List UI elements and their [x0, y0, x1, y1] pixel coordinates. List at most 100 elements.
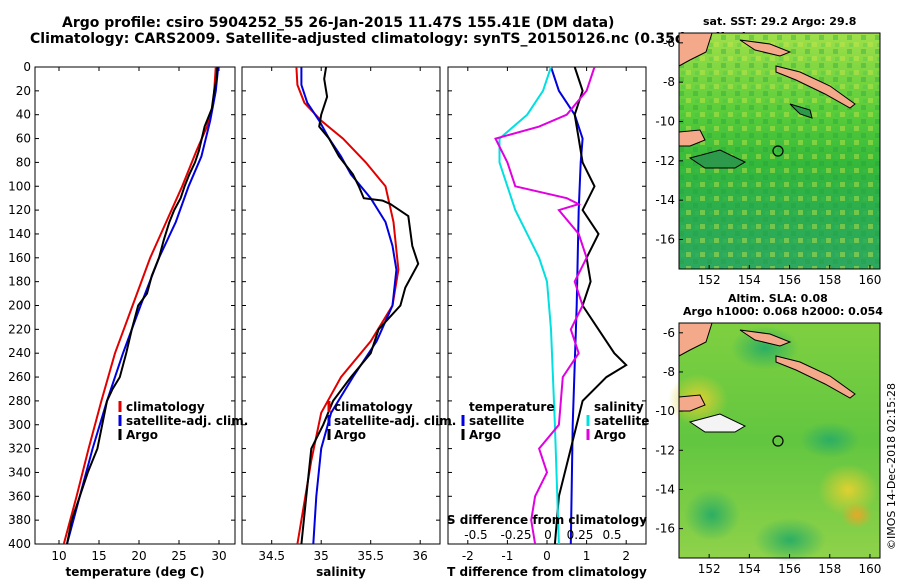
sla-anomaly: [684, 489, 740, 541]
y-tick-label: 220: [8, 322, 31, 336]
map-y-tick-label: -6: [663, 326, 675, 340]
x-tick-label: 36: [413, 549, 428, 563]
sla-anomaly: [754, 518, 826, 562]
map-x-tick-label: 160: [858, 562, 881, 576]
land-mass: [739, 329, 792, 347]
map-y-tick-label: -8: [663, 365, 675, 379]
top-x-tick-label: -0.25: [500, 528, 531, 542]
legend-argo: Argo: [126, 428, 158, 442]
x-axis-label: salinity: [316, 565, 366, 579]
credit-text: ©IMOS 14-Dec-2018 02:15:28: [885, 383, 898, 550]
y-tick-label: 340: [8, 465, 31, 479]
series-line-argo: [300, 66, 420, 545]
y-tick-label: 360: [8, 489, 31, 503]
x-tick-label: 1: [583, 549, 591, 563]
x-tick-label: -2: [462, 549, 474, 563]
map-y-tick-label: -12: [655, 154, 675, 168]
legend-salinity-title: salinity: [594, 400, 644, 414]
map-x-tick-label: 160: [858, 273, 881, 287]
map-x-tick-label: 158: [818, 273, 841, 287]
map-y-tick-label: -8: [663, 75, 675, 89]
island-outline: [688, 149, 747, 169]
plot-frame: [241, 66, 441, 545]
legend-climatology: climatology: [334, 400, 413, 414]
sla-map: [668, 322, 881, 562]
x-tick-label: 10: [51, 549, 66, 563]
map-x-tick-label: 152: [698, 273, 721, 287]
map-x-tick-label: 154: [738, 562, 761, 576]
x-tick-label: 25: [171, 549, 186, 563]
legend-s-argo: Argo: [594, 428, 626, 442]
land-mass: [739, 39, 792, 57]
map-y-tick-label: -10: [655, 404, 675, 418]
legend-temperature-title: temperature: [469, 400, 554, 414]
y-tick-label: 60: [16, 132, 31, 146]
legend-argo: Argo: [334, 428, 366, 442]
sla-map-subtitle: Argo h1000: 0.068 h2000: 0.054: [683, 305, 883, 318]
title-line-2: Climatology: CARS2009. Satellite-adjuste…: [30, 31, 748, 47]
map-y-tick-label: -14: [655, 482, 675, 496]
map-x-tick-label: 152: [698, 562, 721, 576]
y-tick-label: 380: [8, 513, 31, 527]
y-tick-label: 140: [8, 227, 31, 241]
map-y-tick-label: -12: [655, 443, 675, 457]
series-line-argo: [66, 66, 219, 545]
temperature-panel: 0 20 40 60 80 100 120 140 160 180 200 220 240 260 280 3…: [8, 60, 236, 579]
series-line-satellite: [300, 67, 398, 545]
map-x-tick-label: 156: [778, 562, 801, 576]
top-x-tick-label: -0.5: [464, 528, 487, 542]
y-tick-label: 100: [8, 179, 31, 193]
series-line-salinity-argo: [494, 66, 596, 545]
x-tick-label: 35.5: [357, 549, 384, 563]
land-mass: [775, 355, 856, 399]
y-tick-label: 160: [8, 251, 31, 265]
temperature-legend: climatology satellite-adj. clim. Argo: [118, 400, 248, 442]
legend-t-satellite: satellite: [469, 414, 524, 428]
sla-map-frame: [678, 322, 881, 559]
y-tick-label: 20: [16, 84, 31, 98]
y-tick-label: 320: [8, 442, 31, 456]
sst-map-title: sat. SST: 29.2 Argo: 29.8: [703, 15, 856, 28]
x-tick-label: -1: [501, 549, 513, 563]
sla-map-axes: 152 154 156 158 160 -6 -8 -10 -12 -14 -16: [655, 326, 881, 576]
land-mass: [775, 65, 856, 109]
legend-satellite: satellite-adj. clim.: [126, 414, 248, 428]
map-y-tick-label: -14: [655, 193, 675, 207]
title-line-1: Argo profile: csiro 5904252_55 26-Jan-20…: [62, 15, 614, 31]
difference-legend: temperature satellite Argo salinity sate…: [461, 400, 649, 442]
map-y-tick-label: -6: [663, 36, 675, 50]
island-outline: [688, 413, 747, 433]
series-line-climatology: [295, 66, 400, 545]
y-tick-label: 180: [8, 275, 31, 289]
top-x-tick-label: 0.25: [567, 528, 594, 542]
legend-satellite: satellite-adj. clim.: [334, 414, 456, 428]
x-tick-label: 2: [622, 549, 630, 563]
sla-anomaly: [841, 502, 873, 528]
x-tick-label: 34.5: [258, 549, 285, 563]
legend-t-argo: Argo: [469, 428, 501, 442]
sst-map: [678, 32, 881, 270]
y-tick-label: 40: [16, 108, 31, 122]
x-axis-label: T difference from climatology: [447, 565, 647, 579]
y-tick-label: 260: [8, 370, 31, 384]
sla-map-title: Altim. SLA: 0.08: [728, 292, 828, 305]
y-tick-label: 280: [8, 394, 31, 408]
y-tick-label: 200: [8, 299, 31, 313]
map-x-tick-label: 156: [778, 273, 801, 287]
series-line-climatology: [62, 66, 217, 545]
map-y-tick-label: -10: [655, 115, 675, 129]
y-tick-label: 0: [23, 60, 31, 74]
x-tick-label: 30: [211, 549, 226, 563]
x-axis-label: temperature (deg C): [66, 565, 205, 579]
series-line-salinity-satellite: [498, 66, 560, 545]
argo-position-marker: [772, 145, 784, 157]
x-tick-label: 35: [314, 549, 329, 563]
x-tick-label: 0: [543, 549, 551, 563]
sst-map-axes: 152 154 156 158 160 -6 -8 -10 -12 -14 -16: [655, 36, 881, 287]
sst-map-frame: [678, 32, 881, 270]
top-axis-label: S difference from climatology: [447, 513, 647, 527]
y-tick-label: 80: [16, 155, 31, 169]
map-y-tick-label: -16: [655, 522, 675, 536]
y-tick-label: 120: [8, 203, 31, 217]
